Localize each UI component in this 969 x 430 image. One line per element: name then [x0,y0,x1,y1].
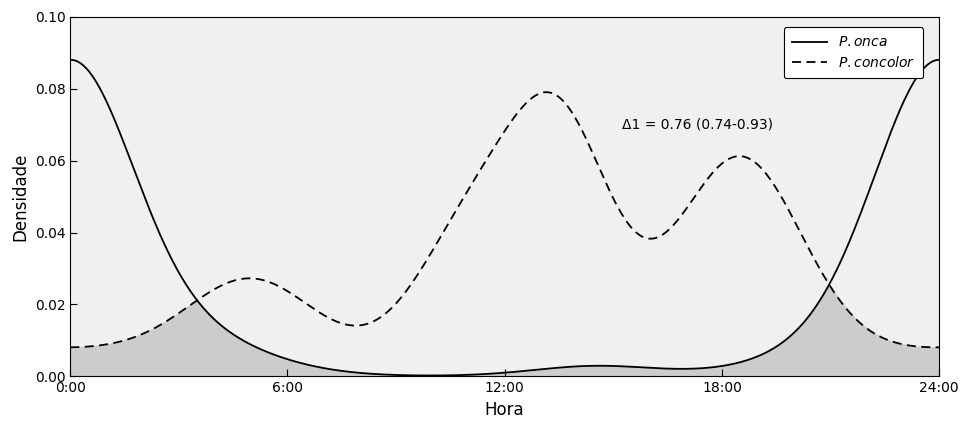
Legend: $\it{P. onca}$, $\it{P. concolor}$: $\it{P. onca}$, $\it{P. concolor}$ [783,27,922,78]
Text: Δ1 = 0.76 (0.74-0.93): Δ1 = 0.76 (0.74-0.93) [621,117,772,132]
X-axis label: Hora: Hora [484,401,524,419]
Y-axis label: Densidade: Densidade [11,152,29,241]
